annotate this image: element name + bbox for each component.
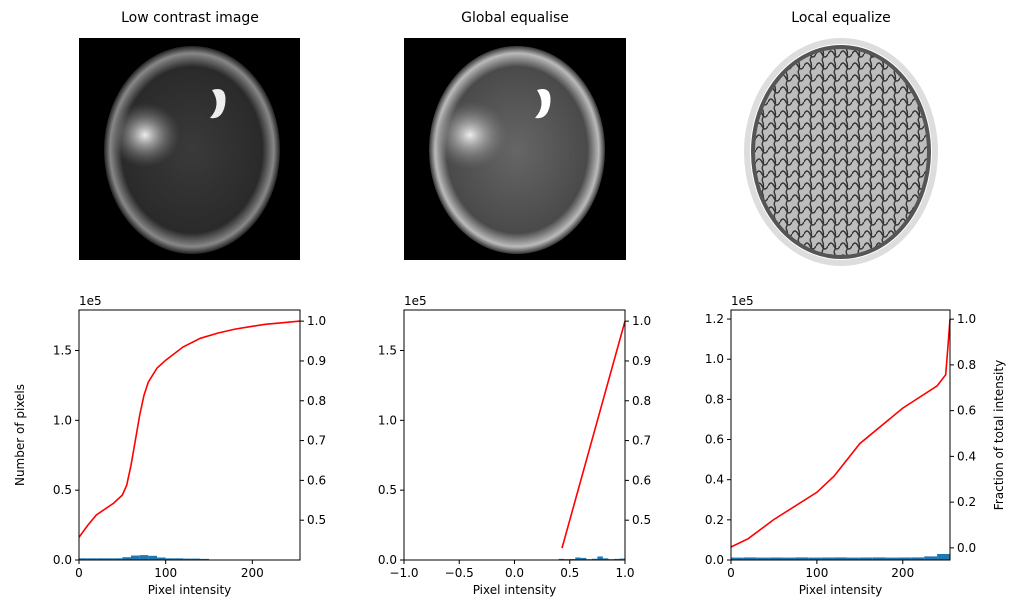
y-tick-label: 0.2	[705, 513, 724, 527]
y-tick-label: 0.5	[53, 483, 72, 497]
x-axis-label: Pixel intensity	[148, 583, 232, 597]
cdf-line	[562, 321, 625, 548]
y-tick-label: 0.0	[378, 553, 397, 567]
y-tick-label: 1.2	[705, 312, 724, 326]
y-tick-label: 1.5	[378, 344, 397, 358]
x-axis-label: Pixel intensity	[473, 583, 557, 597]
y2-tick-label: 0.5	[307, 513, 326, 527]
hist-bar	[924, 556, 937, 560]
cdf-line	[79, 321, 300, 537]
hist-bar	[140, 555, 149, 560]
x-tick-label: −0.5	[445, 566, 474, 580]
y-tick-label: 1.0	[53, 413, 72, 427]
y-tick-label: 0.0	[53, 553, 72, 567]
x-tick-label: 100	[805, 566, 828, 580]
y2-tick-label: 0.8	[307, 394, 326, 408]
hist-bar	[937, 554, 950, 560]
image-title: Local equalize	[791, 10, 890, 26]
y-tick-label: 0.5	[378, 483, 397, 497]
y-tick-label: 0.6	[705, 433, 724, 447]
y2-tick-label: 0.2	[957, 495, 976, 509]
hist-bar	[148, 556, 157, 560]
x-tick-label: 0	[727, 566, 735, 580]
axes-frame	[731, 310, 950, 560]
y2-tick-label: 0.7	[307, 434, 326, 448]
y-offset: 1e5	[404, 294, 427, 308]
y-tick-label: 0.4	[705, 473, 724, 487]
x-tick-label: −1.0	[389, 566, 418, 580]
y-tick-label: 0.8	[705, 392, 724, 406]
x-tick-label: 200	[241, 566, 264, 580]
y2-tick-label: 0.8	[632, 394, 651, 408]
x-tick-label: 0.5	[560, 566, 579, 580]
y2-tick-label: 0.4	[957, 449, 976, 463]
y2-tick-label: 0.8	[957, 358, 976, 372]
image-low-contrast	[79, 38, 300, 260]
x-tick-label: 0.0	[505, 566, 524, 580]
y2-tick-label: 0.7	[632, 434, 651, 448]
image-title: Global equalise	[461, 10, 569, 26]
image-global-equalise	[404, 38, 626, 260]
y-tick-label: 1.0	[378, 413, 397, 427]
x-tick-label: 0	[75, 566, 83, 580]
image-local-equalize	[747, 41, 935, 263]
y2-tick-label: 0.5	[632, 513, 651, 527]
page: {"images": [{"title": "Low contrast imag…	[0, 0, 1009, 610]
hist-bar	[597, 557, 603, 560]
y2-tick-label: 1.0	[957, 312, 976, 326]
y-axis-label: Number of pixels	[13, 384, 27, 486]
x-tick-label: 200	[891, 566, 914, 580]
y-offset: 1e5	[79, 294, 102, 308]
y2-tick-label: 1.0	[632, 314, 651, 328]
y-tick-label: 0.0	[705, 553, 724, 567]
figure: Low contrast image Global equalise Local e…	[0, 0, 1009, 610]
y2-tick-label: 1.0	[307, 314, 326, 328]
y-tick-label: 1.5	[53, 344, 72, 358]
cdf-line	[731, 319, 950, 547]
y2-tick-label: 0.9	[632, 354, 651, 368]
x-tick-label: 1.0	[615, 566, 634, 580]
y2-tick-label: 0.9	[307, 354, 326, 368]
hist-bar	[131, 556, 140, 560]
y-offset: 1e5	[731, 294, 754, 308]
y2-axis-label: Fraction of total intensity	[992, 360, 1006, 510]
image-title: Low contrast image	[121, 10, 259, 26]
y2-tick-label: 0.6	[632, 473, 651, 487]
y2-tick-label: 0.6	[307, 473, 326, 487]
y2-tick-label: 0.0	[957, 541, 976, 555]
y-tick-label: 1.0	[705, 352, 724, 366]
y2-tick-label: 0.6	[957, 404, 976, 418]
x-tick-label: 100	[154, 566, 177, 580]
axes-frame	[79, 310, 300, 560]
axes-frame	[404, 310, 625, 560]
x-axis-label: Pixel intensity	[799, 583, 883, 597]
